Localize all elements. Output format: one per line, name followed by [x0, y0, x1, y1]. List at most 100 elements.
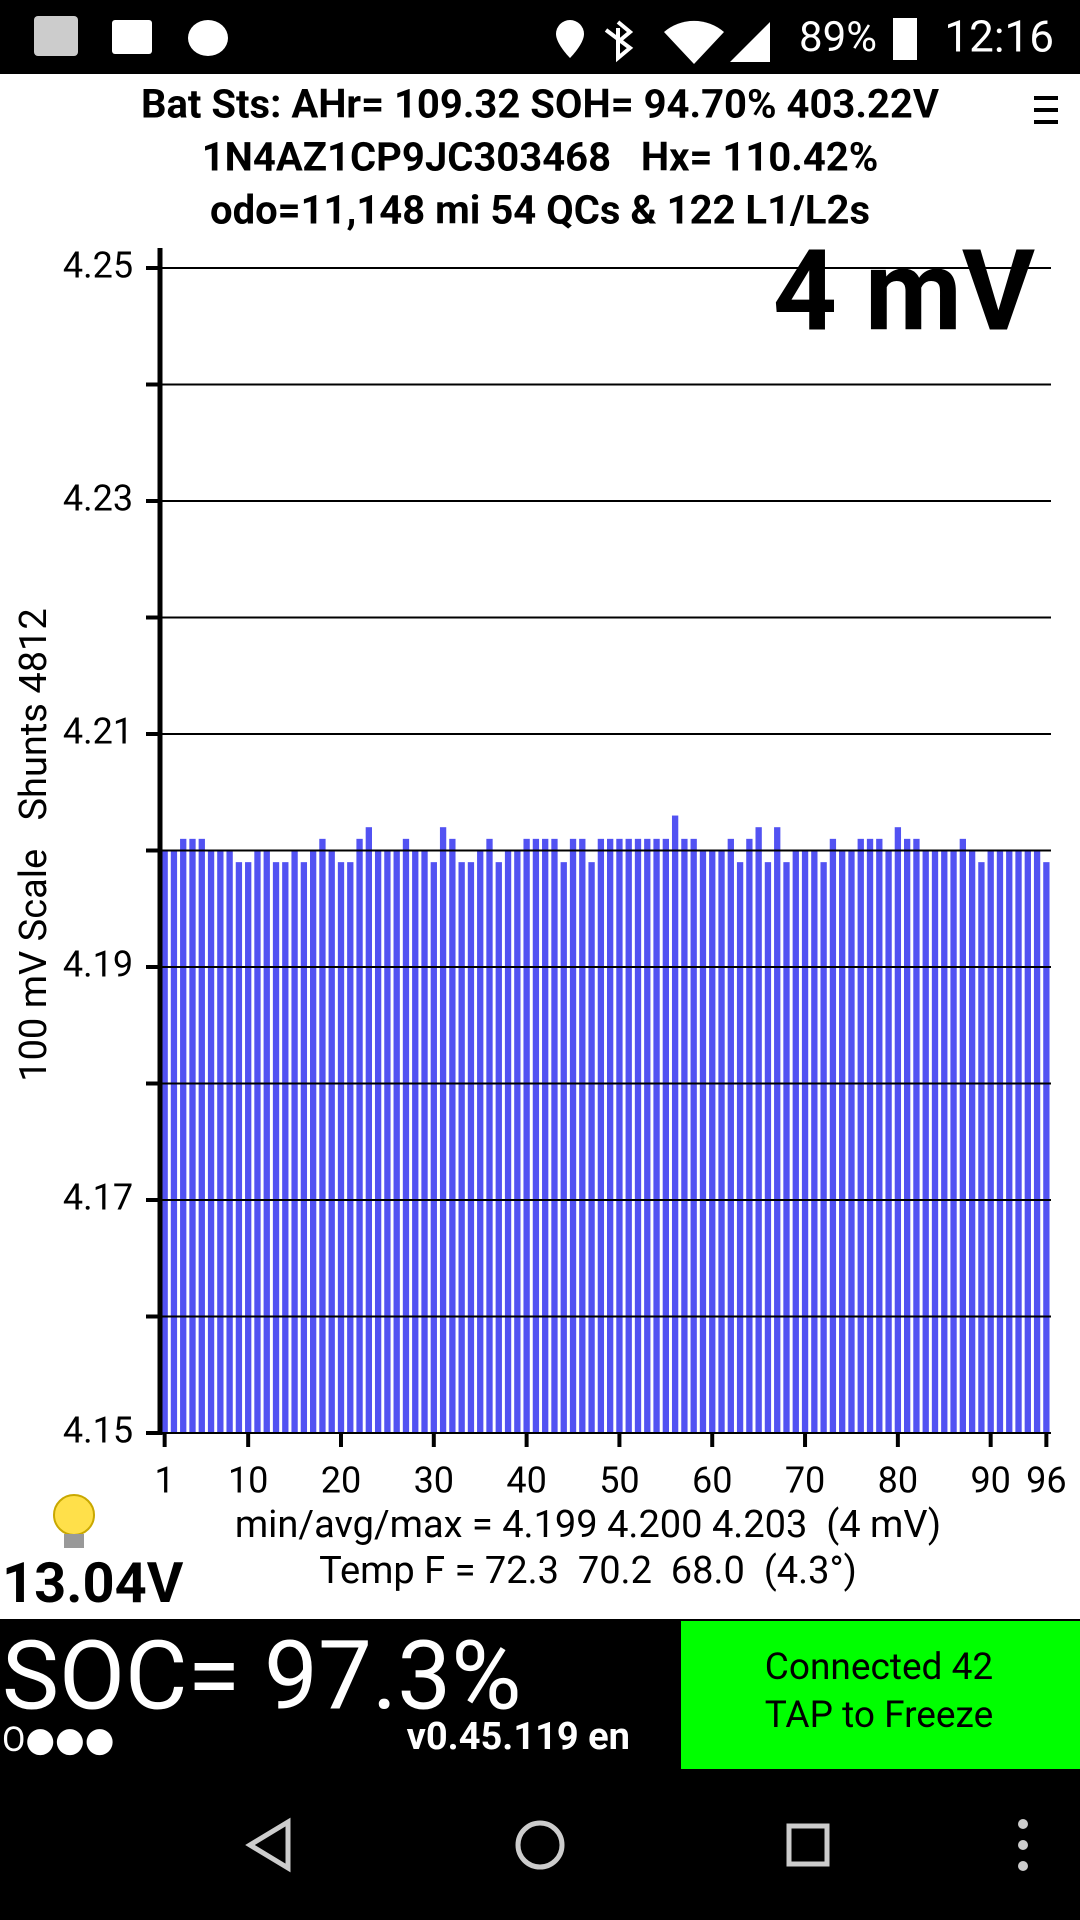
- chart-annotation: 4 mV: [773, 227, 1035, 358]
- bar: [597, 838, 605, 1433]
- cell-voltage-chart[interactable]: 4.15 4.17 4.19 4.21 4.23 4.25 1 10 20 30 40 50 60 70 8…: [63, 245, 1067, 1502]
- bulb-icon[interactable]: [53, 1494, 95, 1548]
- bar: [894, 827, 902, 1433]
- bar: [774, 827, 781, 1433]
- status-bar: [0, 0, 1080, 74]
- wifi-icon: [664, 20, 724, 64]
- bar: [235, 862, 243, 1433]
- bar: [180, 838, 187, 1433]
- bar: [811, 850, 818, 1433]
- bar: [829, 838, 837, 1433]
- bar: [495, 862, 502, 1433]
- app-icon: [34, 16, 78, 56]
- y-tick-label: 4.19: [63, 944, 133, 986]
- x-tick-label: 70: [785, 1460, 825, 1502]
- x-tick-label: 96: [1026, 1460, 1066, 1502]
- indicator: O●●●: [2, 1720, 114, 1760]
- bar: [801, 850, 809, 1433]
- x-tick-label: 1: [155, 1460, 175, 1502]
- nav-bar: [0, 1769, 1080, 1920]
- bar: [662, 838, 669, 1433]
- bar: [263, 850, 270, 1433]
- connection-button[interactable]: Connected 42 TAP to Freeze: [681, 1621, 1080, 1769]
- signal-icon: [730, 22, 770, 62]
- bar: [569, 838, 577, 1433]
- bar: [718, 850, 725, 1433]
- bar: [504, 850, 512, 1433]
- bar: [987, 850, 994, 1433]
- bar: [699, 850, 707, 1433]
- stats-line: Temp F = 72.3 70.2 68.0 (4.3°): [319, 1549, 857, 1593]
- bar: [978, 862, 985, 1433]
- bar: [968, 850, 976, 1433]
- recents-button[interactable]: [786, 1823, 830, 1867]
- bar: [170, 850, 178, 1433]
- connection-line: TAP to Freeze: [765, 1694, 993, 1737]
- bar: [1006, 850, 1013, 1433]
- bar: [736, 862, 744, 1433]
- menu-bar: [1034, 120, 1058, 124]
- bar: [402, 838, 410, 1433]
- y-axis-label: 100 mV Scale Shunts 4812: [12, 608, 56, 1082]
- bar: [384, 850, 391, 1433]
- bar: [310, 850, 317, 1433]
- bar: [931, 850, 939, 1433]
- bar: [328, 850, 335, 1433]
- menu-button[interactable]: [1034, 96, 1058, 124]
- bar: [792, 850, 799, 1433]
- bar: [226, 850, 233, 1433]
- bar: [514, 850, 521, 1433]
- bar: [634, 838, 642, 1433]
- bar: [458, 862, 465, 1433]
- y-tick-label: 4.17: [63, 1177, 133, 1219]
- x-tick-label: 60: [692, 1460, 732, 1502]
- bar: [690, 838, 697, 1433]
- pack-voltage: 13.04V: [2, 1550, 184, 1616]
- bar: [941, 850, 948, 1433]
- soc: SOC= 97.3%: [2, 1620, 522, 1732]
- bar: [857, 838, 864, 1433]
- bar: [681, 838, 688, 1433]
- notification-icon: [188, 20, 228, 56]
- bar: [644, 838, 651, 1433]
- bar: [532, 838, 540, 1433]
- bar: [449, 838, 456, 1433]
- bar: [820, 862, 827, 1433]
- bar: [347, 862, 354, 1433]
- stats-line: min/avg/max = 4.199 4.200 4.203 (4 mV): [235, 1503, 941, 1547]
- overflow-button[interactable]: [1018, 1819, 1028, 1871]
- bar: [839, 850, 846, 1433]
- bar: [1024, 850, 1031, 1433]
- bar: [207, 850, 215, 1433]
- bar: [542, 838, 549, 1433]
- bar: [523, 838, 530, 1433]
- bar: [1043, 862, 1050, 1433]
- bar: [950, 850, 957, 1433]
- y-tick-label: 4.25: [63, 245, 133, 287]
- bar: [848, 850, 855, 1433]
- x-tick-label: 90: [970, 1460, 1010, 1502]
- bulb-base: [64, 1534, 84, 1548]
- back-button[interactable]: [245, 1817, 291, 1873]
- x-tick-label: 20: [321, 1460, 361, 1502]
- bar: [1015, 850, 1022, 1433]
- bluetooth-icon: [604, 20, 634, 63]
- bar: [625, 838, 632, 1433]
- bar: [393, 850, 400, 1433]
- bar: [365, 827, 372, 1433]
- y-tick-label: 4.21: [63, 711, 133, 753]
- bar: [922, 850, 929, 1433]
- bar: [486, 838, 493, 1433]
- bar: [161, 850, 168, 1433]
- home-button[interactable]: [515, 1820, 565, 1870]
- connection-box: [681, 1621, 1080, 1769]
- battery-icon: [893, 18, 917, 60]
- bar: [913, 838, 920, 1433]
- bar: [579, 838, 586, 1433]
- dot: [1018, 1861, 1028, 1871]
- location-icon: [556, 20, 584, 58]
- bar: [374, 850, 382, 1433]
- bar: [189, 838, 196, 1433]
